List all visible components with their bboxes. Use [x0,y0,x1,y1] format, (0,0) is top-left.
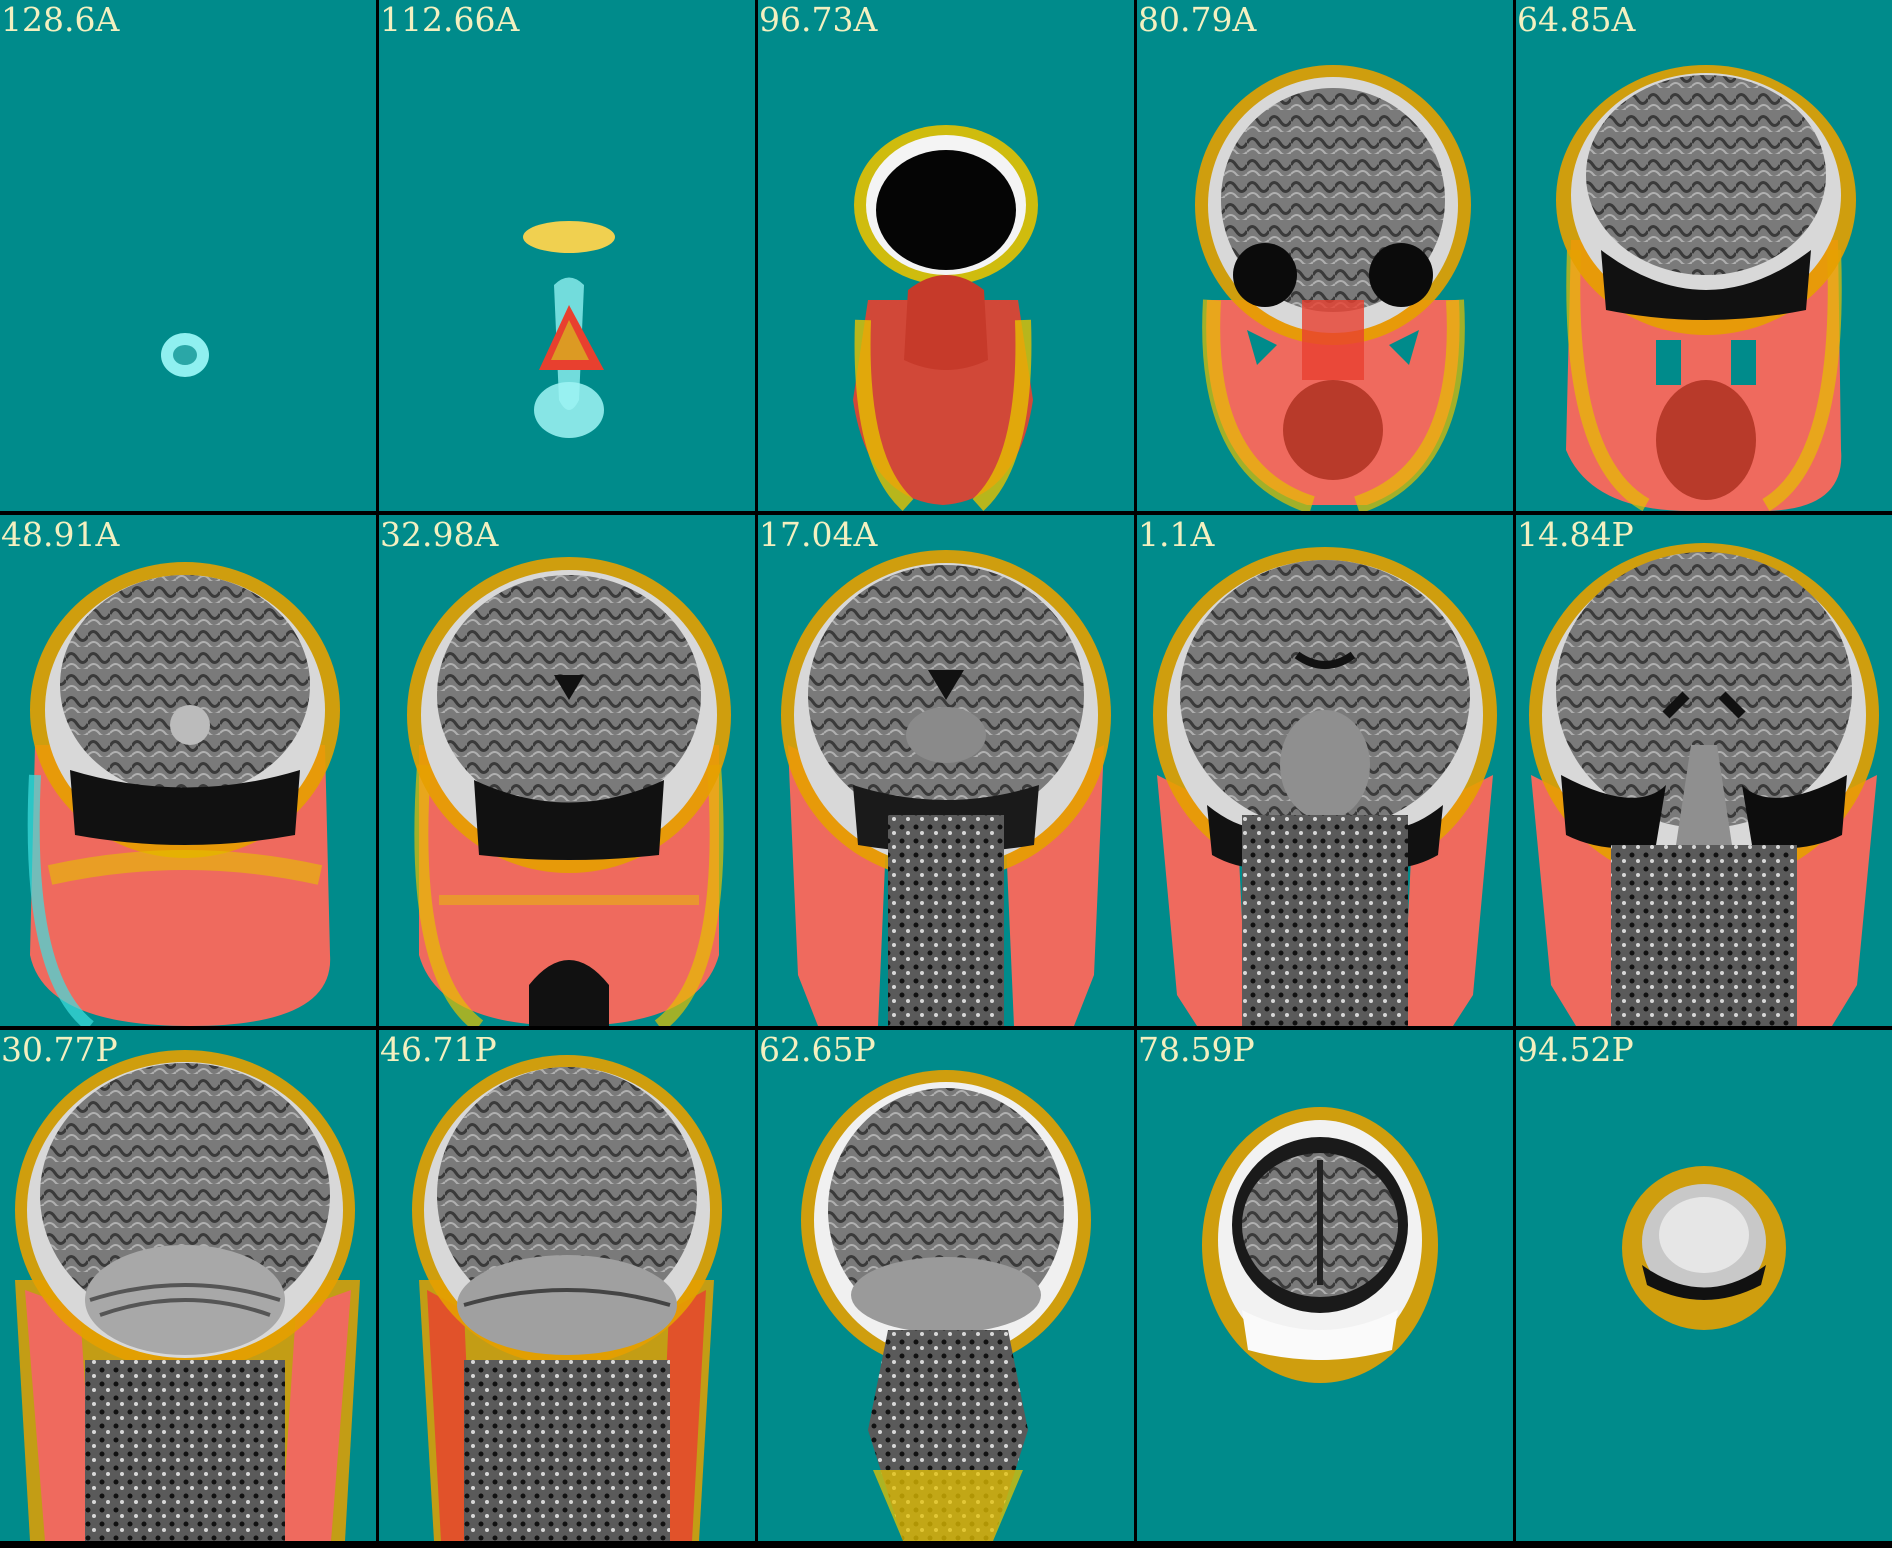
slice-image [1195,65,1471,511]
slice-tile: 32.98A [379,515,755,1026]
slice-label: 14.84P [1517,515,1634,554]
slice-label: 64.85A [1517,0,1636,39]
slice-label: 48.91A [1,515,120,554]
slice-tile: 94.52P [1516,1030,1892,1541]
slice-label: 1.1A [1138,515,1215,554]
slice-image [15,1050,360,1541]
slice-image [801,1070,1091,1541]
slice-label: 32.98A [380,515,499,554]
slice-image [1202,1107,1438,1383]
slice-image [27,562,340,1026]
slice-tile: 30.77P [0,1030,376,1541]
slice-tile: 80.79A [1137,0,1513,511]
slice-tile: 112.66A [379,0,755,511]
slice-label: 96.73A [759,0,878,39]
slice-image [781,550,1111,1026]
slice-image [1622,1166,1786,1330]
slice-tile: 96.73A [758,0,1134,511]
slice-tile: 128.6A [0,0,376,511]
slice-label: 112.66A [380,0,520,39]
slice-image [1153,547,1497,1026]
slice-image [853,125,1038,511]
slice-image [412,1055,722,1541]
slice-label: 30.77P [1,1030,118,1069]
slice-image [407,557,731,1026]
slice-label: 46.71P [380,1030,497,1069]
slice-image [1529,543,1879,1026]
slice-label: 17.04A [759,515,878,554]
slice-tile: 17.04A [758,515,1134,1026]
slice-tile: 62.65P [758,1030,1134,1541]
slice-tile: 78.59P [1137,1030,1513,1541]
slice-tile: 48.91A [0,515,376,1026]
slice-image [161,333,209,377]
slice-tile: 46.71P [379,1030,755,1541]
slice-label: 128.6A [1,0,120,39]
slice-tile: 14.84P [1516,515,1892,1026]
slice-label: 94.52P [1517,1030,1634,1069]
slice-image [1556,65,1856,511]
slice-tile: 64.85A [1516,0,1892,511]
slice-label: 62.65P [759,1030,876,1069]
slice-label: 78.59P [1138,1030,1255,1069]
slice-label: 80.79A [1138,0,1257,39]
slice-image [523,221,615,438]
slice-tile: 1.1A [1137,515,1513,1026]
